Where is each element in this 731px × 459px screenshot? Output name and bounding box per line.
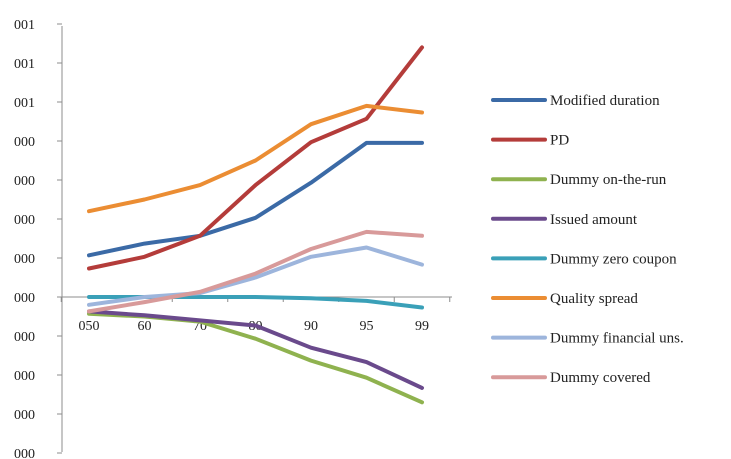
y-tick-label: 001 [14, 18, 35, 33]
y-tick-label: 000 [14, 369, 35, 384]
legend-item-issued-amount: Issued amount [491, 212, 638, 228]
x-tick-label: 90 [304, 319, 318, 334]
x-tick-label: 050 [79, 319, 100, 334]
x-tick-label: 60 [138, 319, 152, 334]
legend-label: PD [550, 133, 569, 149]
y-tick-label: 000 [14, 408, 35, 423]
legend-item-dummy-zero-coupon: Dummy zero coupon [491, 251, 677, 267]
legend-label: Issued amount [550, 212, 638, 228]
series-line-dummy-covered [87, 229, 424, 314]
legend-item-dummy-on-the-run: Dummy on-the-run [491, 172, 667, 188]
x-tick-label: 99 [415, 319, 429, 334]
series-lines [87, 45, 424, 405]
y-tick-label: 000 [14, 213, 35, 228]
legend-label: Dummy zero coupon [550, 251, 677, 267]
legend-item-modified-duration: Modified duration [491, 93, 660, 109]
legend: Modified duration PD Dummy on-the-run Issue… [491, 93, 684, 386]
legend-label: Dummy financial uns. [550, 331, 684, 347]
legend-item-quality-spread: Quality spread [491, 291, 638, 307]
legend-item-pd: PD [491, 133, 569, 149]
legend-label: Quality spread [550, 291, 638, 307]
y-tick-label: 001 [14, 57, 35, 72]
legend-item-dummy-financial-uns: Dummy financial uns. [491, 331, 684, 347]
legend-label: Dummy covered [550, 370, 651, 386]
series-line-issued-amount [87, 309, 424, 390]
series-line-modified-duration [87, 140, 424, 258]
y-tick-label: 000 [14, 252, 35, 267]
legend-item-dummy-covered: Dummy covered [491, 370, 651, 386]
y-tick-label: 000 [14, 174, 35, 189]
y-axis-tick-labels: 001 001 001 000 000 000 000 000 000 000 000 000 [14, 18, 35, 459]
y-tick-label: 000 [14, 291, 35, 306]
series-line-pd [87, 45, 424, 271]
y-tick-label: 000 [14, 135, 35, 150]
series-line-quality-spread [87, 103, 424, 214]
y-tick-label: 001 [14, 96, 35, 111]
legend-label: Dummy on-the-run [550, 172, 667, 188]
y-tick-label: 000 [14, 447, 35, 459]
y-tick-label: 000 [14, 330, 35, 345]
legend-label: Modified duration [550, 93, 660, 109]
x-tick-label: 95 [360, 319, 374, 334]
series-line-dummy-financial-uns [87, 245, 424, 307]
